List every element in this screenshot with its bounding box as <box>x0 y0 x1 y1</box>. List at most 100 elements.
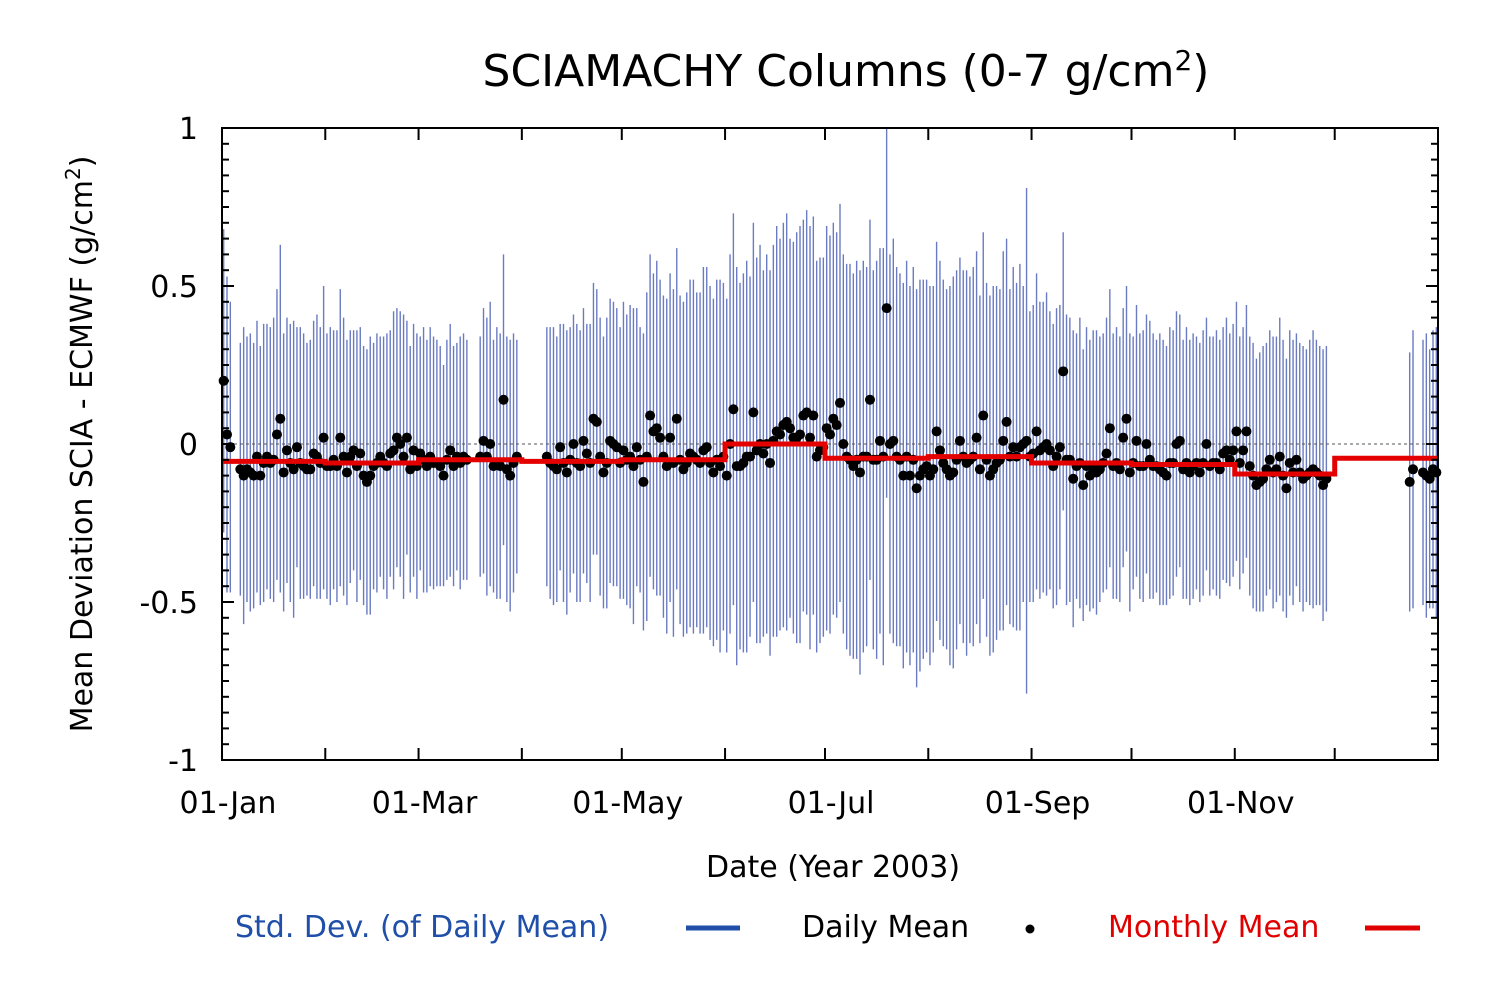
daily-mean-point <box>401 432 412 443</box>
daily-mean-point <box>638 476 649 487</box>
x-tick-label: 01-Jul <box>788 786 875 821</box>
daily-mean-point <box>701 442 712 453</box>
daily-mean-point <box>1118 432 1129 443</box>
daily-mean-point <box>934 445 945 456</box>
daily-mean-point <box>795 429 806 440</box>
daily-mean-point <box>1078 480 1089 491</box>
legend: Std. Dev. (of Daily Mean) Daily Mean Mon… <box>235 910 1420 945</box>
daily-mean-point <box>598 467 609 478</box>
daily-mean-point <box>1021 435 1032 446</box>
daily-mean-point <box>758 448 769 459</box>
daily-mean-point <box>655 432 666 443</box>
daily-mean-point <box>1131 435 1142 446</box>
daily-mean-point <box>1264 454 1275 465</box>
daily-mean-point <box>581 448 592 459</box>
daily-mean-point <box>395 439 406 449</box>
daily-mean-point <box>808 410 819 421</box>
daily-mean-point <box>715 461 726 472</box>
daily-mean-point <box>645 410 656 421</box>
daily-mean-point <box>665 432 676 443</box>
daily-mean-point <box>1114 464 1125 475</box>
daily-mean-point <box>305 464 316 475</box>
daily-mean-point <box>1231 426 1242 437</box>
daily-mean-point <box>708 467 719 478</box>
daily-mean-point <box>1058 366 1069 377</box>
x-axis-label: Date (Year 2003) <box>706 850 960 885</box>
x-tick-label: 01-Sep <box>985 786 1091 821</box>
chart-title: SCIAMACHY Columns (0-7 g/cm2) <box>483 44 1210 97</box>
daily-mean-point <box>954 435 965 446</box>
y-tick-label: 1 <box>179 112 198 147</box>
daily-mean-point <box>974 464 985 475</box>
daily-mean-point <box>651 423 662 434</box>
daily-mean-point <box>888 435 899 446</box>
y-tick-labels: 1 0.5 0 -0.5 -1 <box>139 112 198 779</box>
daily-mean-point <box>498 394 509 405</box>
daily-mean-point <box>288 464 299 475</box>
daily-mean-point <box>834 397 845 408</box>
daily-mean-point <box>445 445 456 456</box>
daily-mean-point <box>1121 413 1132 424</box>
x-tick-labels: 01-Jan 01-Mar 01-May 01-Jul 01-Sep 01-Nov <box>180 786 1295 821</box>
daily-mean-point <box>805 432 816 443</box>
daily-mean-point <box>721 470 732 481</box>
daily-mean-point <box>728 404 739 415</box>
daily-mean-point <box>1408 464 1419 475</box>
daily-mean-point <box>971 432 982 443</box>
daily-mean-point <box>551 464 562 475</box>
daily-mean-point <box>485 439 496 449</box>
daily-mean-point <box>765 457 776 468</box>
x-tick-label: 01-Mar <box>372 786 478 821</box>
daily-mean-point <box>775 429 786 440</box>
daily-mean-point <box>998 435 1009 446</box>
daily-mean-point <box>1141 439 1152 449</box>
daily-mean-point <box>1101 448 1112 459</box>
daily-mean-point <box>854 467 865 478</box>
daily-mean-series <box>218 303 1442 494</box>
daily-mean-point <box>628 461 639 472</box>
daily-mean-point <box>1174 435 1185 446</box>
daily-mean-point <box>398 451 409 462</box>
daily-mean-point <box>1068 473 1079 484</box>
daily-mean-point <box>578 435 589 446</box>
legend-label-std-dev: Std. Dev. (of Daily Mean) <box>235 910 609 945</box>
daily-mean-point <box>1001 416 1012 427</box>
x-tick-label: 01-May <box>572 786 683 821</box>
y-tick-label: -0.5 <box>139 586 198 621</box>
daily-mean-point <box>505 470 516 481</box>
daily-mean-point <box>1104 423 1115 434</box>
daily-mean-point <box>1238 445 1249 456</box>
axes <box>221 127 1439 761</box>
daily-mean-point <box>1241 426 1252 437</box>
daily-mean-point <box>864 394 875 405</box>
daily-mean-point <box>1194 467 1205 478</box>
y-axis-label: Mean Deviation SCIA - ECMWF (g/cm2) <box>61 156 100 733</box>
daily-mean-point <box>825 429 835 440</box>
monthly-mean-line <box>222 441 1438 477</box>
daily-mean-point <box>745 451 756 462</box>
daily-mean-point <box>1274 451 1285 462</box>
x-tick-label: 01-Nov <box>1187 786 1295 821</box>
daily-mean-point <box>281 445 292 456</box>
y-tick-label: 0 <box>179 428 198 463</box>
legend-swatch-daily-mean <box>1025 924 1035 934</box>
daily-mean-point <box>1044 445 1055 456</box>
daily-mean-point <box>318 432 329 443</box>
daily-mean-point <box>291 442 302 453</box>
daily-mean-point <box>278 467 289 478</box>
daily-mean-point <box>874 435 885 446</box>
daily-mean-point <box>1404 476 1415 487</box>
y-tick-label: -1 <box>168 744 198 779</box>
daily-mean-point <box>561 467 572 478</box>
daily-mean-point <box>591 416 602 427</box>
daily-mean-point <box>785 423 796 434</box>
daily-mean-point <box>1228 445 1239 456</box>
legend-label-monthly-mean: Monthly Mean <box>1108 910 1319 945</box>
daily-mean-point <box>335 432 346 443</box>
daily-mean-point <box>911 483 922 494</box>
daily-mean-point <box>931 426 942 437</box>
daily-mean-point <box>255 470 266 481</box>
daily-mean-point <box>838 439 849 449</box>
daily-mean-point <box>948 467 959 478</box>
